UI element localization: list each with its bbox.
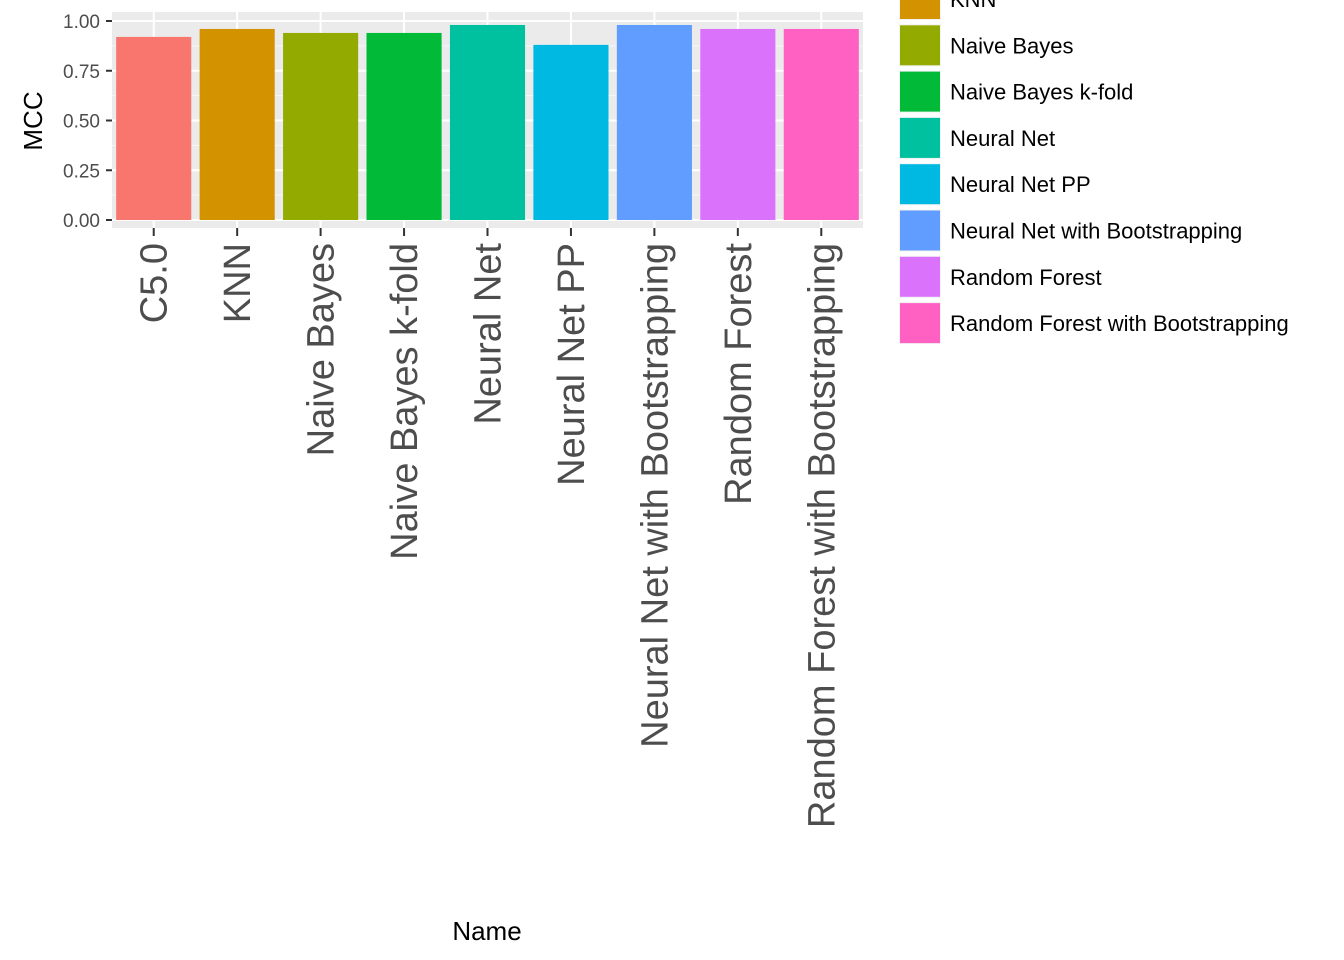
legend-swatch: [900, 303, 940, 343]
x-tick-label: Neural Net PP: [551, 243, 593, 486]
bar: [116, 37, 191, 220]
legend-swatch: [900, 0, 940, 19]
y-axis-title: MCC: [18, 91, 48, 150]
y-axis-ticks: 0.00 0.25 0.50 0.75 1.00: [63, 12, 112, 232]
legend-label: Naive Bayes k-fold: [950, 80, 1133, 105]
bar: [283, 33, 358, 220]
x-axis-title: Name: [452, 916, 521, 946]
bar: [533, 45, 608, 220]
x-tick-label: Naive Bayes k-fold: [384, 243, 426, 560]
x-tick-label: Neural Net with Bootstrapping: [634, 243, 676, 748]
y-tick-label: 0.75: [63, 62, 100, 83]
x-axis-ticks: C5.0 KNN Naive Bayes Naive Bayes k-fold Neur…: [134, 228, 844, 828]
legend-swatch: [900, 118, 940, 158]
bar: [700, 29, 775, 220]
legend-swatch: [900, 211, 940, 251]
legend-swatch: [900, 25, 940, 65]
x-tick-label: Random Forest: [718, 243, 760, 505]
bar: [450, 25, 525, 220]
x-tick-label: Random Forest with Bootstrapping: [801, 243, 843, 828]
legend-swatch: [900, 72, 940, 112]
x-tick-label: C5.0: [134, 243, 176, 323]
bar: [367, 33, 442, 220]
y-tick-label: 0.00: [63, 211, 100, 232]
legend-label: Neural Net: [950, 126, 1055, 151]
y-tick-label: 0.50: [63, 112, 100, 133]
bars: [116, 25, 859, 220]
x-tick-label: Neural Net: [468, 243, 510, 425]
legend-label: Naive Bayes: [950, 33, 1074, 58]
x-tick-label: Naive Bayes: [301, 243, 343, 456]
legend-label: KNN: [950, 0, 996, 12]
legend: KNN Naive Bayes Naive Bayes k-fold Neural N…: [899, 0, 1289, 344]
y-tick-label: 1.00: [63, 12, 100, 33]
legend-swatch: [900, 164, 940, 204]
legend-label: Random Forest: [950, 265, 1102, 290]
bar: [200, 29, 275, 220]
x-tick-label: KNN: [217, 243, 259, 323]
y-tick-label: 0.25: [63, 161, 100, 182]
legend-swatch: [900, 257, 940, 297]
legend-label: Random Forest with Bootstrapping: [950, 311, 1289, 336]
legend-label: Neural Net PP: [950, 172, 1091, 197]
legend-label: Neural Net with Bootstrapping: [950, 219, 1242, 244]
bar: [784, 29, 859, 220]
bar: [617, 25, 692, 220]
